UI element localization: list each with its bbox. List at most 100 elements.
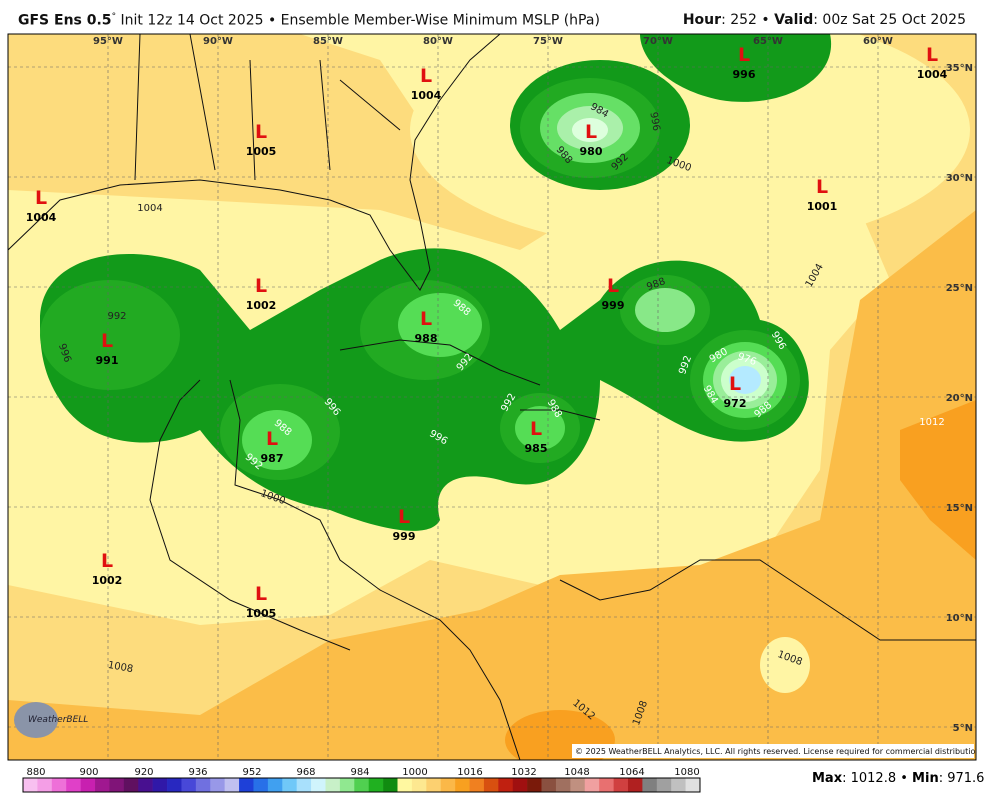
low-mark: L [255,583,267,605]
low-mark: L [101,550,113,572]
field-orange [8,210,976,760]
low-mark: L [266,428,278,450]
contour-label: 1012 [919,417,944,428]
field-dark-orange [900,400,976,560]
lon-label: 95°W [93,36,123,47]
lon-label: 80°W [423,36,453,47]
axes: 95°W 90°W 85°W 80°W 75°W 70°W 65°W 60°W 35°N 30°N… [93,36,973,734]
colorbar-swatch [138,778,153,792]
low-value: 988 [415,332,438,345]
colorbar-swatch [210,778,225,792]
colorbar-tick: 1016 [457,767,482,778]
colorbar-swatch [282,778,297,792]
colorbar-swatch [541,778,557,792]
colorbar-swatch [109,778,125,792]
colorbar-swatch [224,778,240,792]
colorbar-tick: 1000 [402,767,427,778]
model: GFS Ens 0.5 [18,12,112,29]
low-mark: L [420,308,432,330]
contour-label: 1004 [137,203,162,214]
colorbar-swatch [152,778,168,792]
colorbar-swatch [498,778,514,792]
graticule [8,34,976,760]
colorbar-tick: 952 [242,767,261,778]
lon-label: 60°W [863,36,893,47]
contour-label: 992 [107,311,126,322]
colorbar-swatch [613,778,629,792]
colorbar-tick: 900 [79,767,98,778]
low-value: 999 [393,530,416,543]
header-left: GFS Ens 0.5° Init 12z 14 Oct 2025 • Ense… [18,12,600,29]
contour-988 [242,410,312,470]
colorbar-swatch [483,778,499,792]
low-value: 1004 [917,68,948,81]
low-mark: L [926,44,938,66]
colorbar-swatch [671,778,686,792]
lat-label: 30°N [946,173,973,184]
contour-976 [729,366,761,394]
logo: WeatherBELL [14,702,88,738]
colorbar-swatch [239,778,254,792]
colorbar-swatch [469,778,485,792]
min-label: Min [912,771,939,786]
contour-988 [635,288,695,332]
lat-label: 5°N [953,723,973,734]
low-value: 1002 [246,299,277,312]
low-value: 996 [733,68,756,81]
colorbar-swatch [51,778,67,792]
colorbar: 880 900 920 936 952 968 984 1000 1016 1032 1048 106… [22,767,701,793]
colorbar-swatch [426,778,442,792]
low-mark: L [530,418,542,440]
low-value: 985 [525,442,548,455]
copyright-box [572,744,974,758]
max-label: Max [812,771,843,786]
colorbar-swatch [555,778,571,792]
low-value: 999 [602,299,625,312]
colorbar-tick: 920 [134,767,153,778]
lat-label: 25°N [946,283,973,294]
colorbar-tick: 984 [350,767,369,778]
colorbar-frame [22,777,701,793]
colorbar-swatch [599,778,614,792]
hour-label: Hour [682,12,722,28]
colorbar-swatch [527,778,542,792]
colorbar-swatch [23,778,38,792]
low-value: 1001 [807,200,838,213]
colorbar-swatch [95,778,110,792]
colorbar-swatch [656,778,672,792]
contour-992 [40,280,180,390]
title: Init 12z 14 Oct 2025 • Ensemble Member-W… [120,12,600,29]
contour-988 [398,293,482,357]
colorbar-tick: 1048 [564,767,589,778]
colorbar-tick: 880 [26,767,45,778]
low-mark: L [255,275,267,297]
colorbar-swatch [440,778,456,792]
colorbar-swatch [325,778,341,792]
colorbar-swatch [584,778,600,792]
colorbar-swatch [181,778,197,792]
field-light [760,637,810,693]
low-value: 1002 [92,574,123,587]
colorbar-tick: 1080 [674,767,699,778]
valid: : 00z Sat 25 Oct 2025 [813,12,966,28]
low-mark: L [420,65,432,87]
colorbar-tick: 936 [188,767,207,778]
footer: Max: 1012.8 • Min: 971.6 [812,771,984,786]
copyright: © 2025 WeatherBELL Analytics, LLC. All r… [575,747,983,756]
field-light [300,34,560,120]
low-value: 991 [96,354,119,367]
colorbar-swatch [685,778,701,792]
low-mark: L [101,330,113,352]
valid-label: Valid [774,12,814,28]
colorbar-swatch [37,778,53,792]
field-dark-orange [505,710,615,760]
low-mark: L [729,373,741,395]
low-mark: L [607,275,619,297]
lows: L 1004 L 996 L 1004 L 980 L 1005 L 1004 L 1001 L 1002 L 9… [26,44,948,620]
max: : 1012.8 • [842,771,913,786]
lon-label: 70°W [643,36,673,47]
lat-label: 20°N [946,393,973,404]
